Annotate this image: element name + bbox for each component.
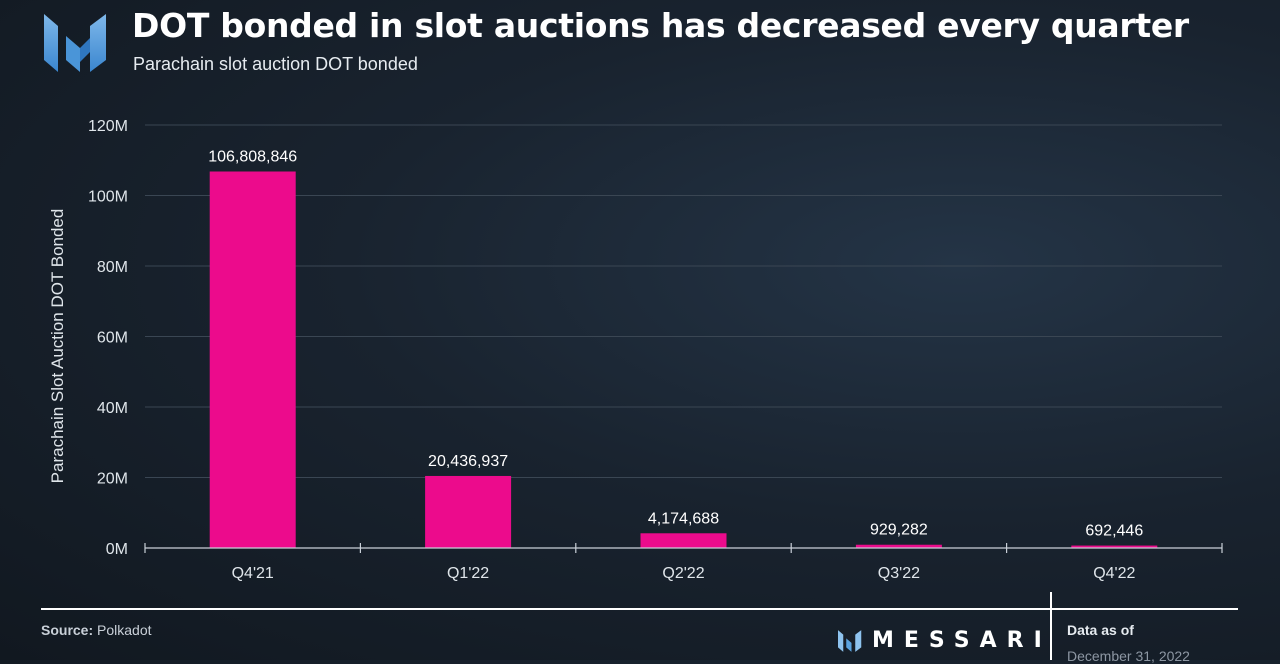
- data-as-of-label: Data as of: [1067, 622, 1134, 638]
- y-tick-label: 60M: [97, 330, 128, 347]
- data-label: 20,436,937: [428, 453, 508, 470]
- x-tick-label: Q4'22: [1093, 565, 1135, 582]
- bar: [425, 475, 512, 548]
- bar: [209, 171, 296, 548]
- page-title: DOT bonded in slot auctions has decrease…: [132, 6, 1189, 45]
- y-tick-label: 40M: [97, 400, 128, 417]
- footer-vertical-divider: [1050, 592, 1052, 660]
- y-axis-ticks: 0M 20M 40M 60M 80M 100M 120M: [88, 118, 128, 558]
- x-tick-label: Q2'22: [662, 565, 704, 582]
- x-tick-label: Q3'22: [878, 565, 920, 582]
- source-value: Polkadot: [97, 622, 152, 638]
- data-label: 106,808,846: [208, 148, 297, 165]
- source-label: Source:: [41, 622, 94, 638]
- y-axis-label: Parachain Slot Auction DOT Bonded: [48, 209, 67, 484]
- y-tick-label: 120M: [88, 118, 128, 135]
- x-tick-label: Q4'21: [232, 565, 274, 582]
- bars: [209, 171, 1158, 548]
- data-labels: 106,808,846 20,436,937 4,174,688 929,282 692…: [208, 148, 1143, 539]
- brand: MESSARI: [838, 628, 1052, 653]
- data-label: 4,174,688: [648, 510, 719, 527]
- x-tick-label: Q1'22: [447, 565, 489, 582]
- bar: [855, 544, 942, 548]
- x-axis: [144, 543, 1223, 553]
- bar-chart: 0M 20M 40M 60M 80M 100M 120M 106,808,846 20,436…: [48, 118, 1223, 582]
- messari-mark-icon: [838, 629, 862, 652]
- brand-wordmark: MESSARI: [872, 628, 1052, 653]
- messari-logo-icon: [44, 14, 106, 72]
- data-label: 929,282: [870, 522, 928, 539]
- bar: [640, 533, 727, 548]
- y-tick-label: 100M: [88, 189, 128, 206]
- data-as-of-date: December 31, 2022: [1067, 648, 1190, 664]
- x-axis-ticks: Q4'21 Q1'22 Q2'22 Q3'22 Q4'22: [232, 565, 1136, 582]
- data-label: 692,446: [1085, 523, 1143, 540]
- y-tick-label: 0M: [106, 541, 128, 558]
- footer-divider: [41, 608, 1238, 610]
- y-tick-label: 80M: [97, 259, 128, 276]
- y-tick-label: 20M: [97, 471, 128, 488]
- source-note: Source: Polkadot: [41, 622, 152, 638]
- bar: [1071, 545, 1158, 548]
- grid-lines: [145, 124, 1222, 478]
- page-subtitle: Parachain slot auction DOT bonded: [133, 54, 418, 74]
